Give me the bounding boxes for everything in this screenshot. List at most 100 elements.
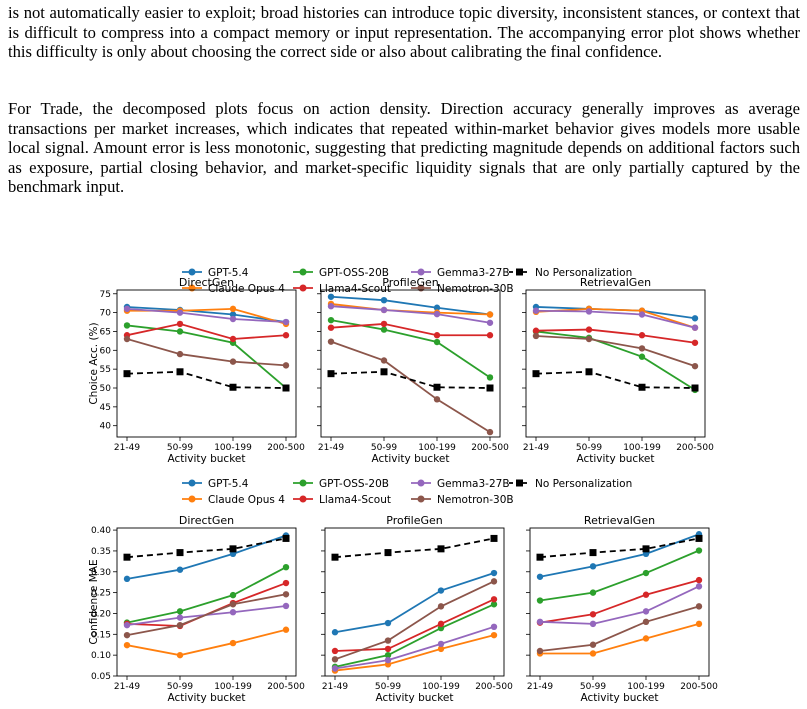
data-point bbox=[642, 545, 650, 553]
data-point bbox=[176, 350, 184, 358]
series-line bbox=[539, 549, 700, 602]
y-tick-label: 70 bbox=[100, 309, 112, 319]
panel-frame bbox=[116, 527, 297, 677]
legend-label: Gemma3-27B bbox=[437, 478, 510, 490]
y-tick-label: 0.15 bbox=[91, 630, 111, 640]
series-line bbox=[330, 340, 491, 433]
data-point bbox=[490, 601, 498, 608]
data-point bbox=[691, 384, 699, 392]
x-tick-label: 100-199 bbox=[418, 443, 456, 453]
y-tick-label: 65 bbox=[100, 327, 111, 337]
series-line bbox=[126, 370, 287, 389]
data-point bbox=[380, 320, 388, 328]
x-tick-label: 50-99 bbox=[576, 443, 602, 453]
data-point bbox=[589, 589, 597, 596]
series-line bbox=[535, 309, 696, 329]
data-point bbox=[433, 338, 441, 346]
data-point bbox=[176, 614, 184, 621]
data-point bbox=[589, 549, 597, 557]
data-point bbox=[433, 310, 441, 318]
data-point bbox=[123, 641, 131, 649]
x-tick-label: 21-49 bbox=[318, 443, 344, 453]
data-point bbox=[585, 368, 593, 376]
data-point bbox=[589, 620, 597, 628]
data-point bbox=[229, 305, 237, 313]
y-tick-label: 40 bbox=[100, 422, 112, 432]
panel-frame bbox=[324, 527, 505, 677]
panel-frame bbox=[116, 289, 297, 438]
panel-frame bbox=[320, 289, 501, 438]
data-point bbox=[433, 332, 441, 339]
data-point bbox=[536, 618, 544, 626]
data-point bbox=[638, 345, 646, 352]
data-point bbox=[282, 362, 290, 369]
data-point bbox=[176, 368, 184, 376]
series-line bbox=[330, 305, 491, 324]
data-point bbox=[384, 549, 392, 557]
legend-label: No Personalization bbox=[535, 267, 632, 279]
series-line bbox=[126, 306, 287, 323]
legend-marker bbox=[299, 284, 307, 292]
x-tick-label: 200-500 bbox=[676, 443, 714, 453]
data-point bbox=[282, 563, 290, 571]
data-point bbox=[331, 656, 339, 663]
series-line bbox=[126, 628, 287, 657]
legend-marker bbox=[516, 479, 523, 487]
data-point bbox=[176, 549, 184, 557]
series-line bbox=[540, 623, 700, 655]
data-point bbox=[123, 305, 131, 313]
x-tick-label: 100-199 bbox=[627, 682, 665, 692]
series-line bbox=[126, 324, 287, 389]
data-point bbox=[437, 620, 445, 628]
data-point bbox=[229, 315, 237, 323]
data-point bbox=[380, 368, 388, 376]
x-axis-label: Activity bucket bbox=[372, 453, 450, 465]
data-point bbox=[433, 383, 441, 391]
data-point bbox=[327, 303, 335, 310]
x-tick-label: 21-49 bbox=[523, 443, 549, 453]
x-tick-label: 50-99 bbox=[375, 682, 401, 692]
paragraph-2: For Trade, the decomposed plots focus on… bbox=[8, 99, 800, 197]
data-point bbox=[486, 384, 494, 392]
series-line bbox=[539, 605, 700, 652]
data-point bbox=[176, 621, 184, 629]
legend-marker bbox=[299, 479, 307, 487]
data-point bbox=[123, 575, 131, 583]
data-point bbox=[691, 339, 699, 346]
y-tick-label: 50 bbox=[100, 384, 112, 394]
x-tick-label: 200-500 bbox=[267, 443, 305, 453]
data-point bbox=[437, 587, 445, 594]
data-point bbox=[437, 545, 445, 553]
data-point bbox=[229, 601, 237, 608]
series-line bbox=[535, 370, 696, 389]
legend-label: Nemotron-30B bbox=[437, 494, 514, 506]
data-point bbox=[229, 358, 237, 365]
series-line bbox=[334, 572, 495, 634]
legend-marker bbox=[417, 479, 425, 487]
legend-label: Gemma3-27B bbox=[437, 267, 510, 279]
data-point bbox=[384, 651, 392, 659]
x-axis-label: Activity bucket bbox=[577, 453, 655, 465]
data-point bbox=[327, 370, 335, 378]
data-point bbox=[437, 645, 445, 653]
data-point bbox=[585, 335, 593, 343]
data-point bbox=[282, 602, 290, 610]
data-point bbox=[282, 591, 290, 598]
data-point bbox=[123, 621, 131, 629]
x-tick-label: 100-199 bbox=[422, 682, 460, 692]
data-point bbox=[642, 591, 650, 598]
data-point bbox=[642, 608, 650, 615]
series-line bbox=[126, 582, 287, 627]
legend-marker bbox=[188, 268, 196, 276]
data-point bbox=[486, 311, 494, 318]
data-point bbox=[490, 596, 498, 603]
legend-label: Claude Opus 4 bbox=[208, 494, 285, 506]
data-point bbox=[536, 647, 544, 655]
data-point bbox=[691, 362, 699, 370]
panel-title: DirectGen bbox=[179, 276, 234, 289]
x-axis-label: Activity bucket bbox=[168, 692, 246, 704]
data-point bbox=[433, 304, 441, 311]
data-point bbox=[642, 618, 650, 626]
legend-marker bbox=[516, 268, 523, 276]
